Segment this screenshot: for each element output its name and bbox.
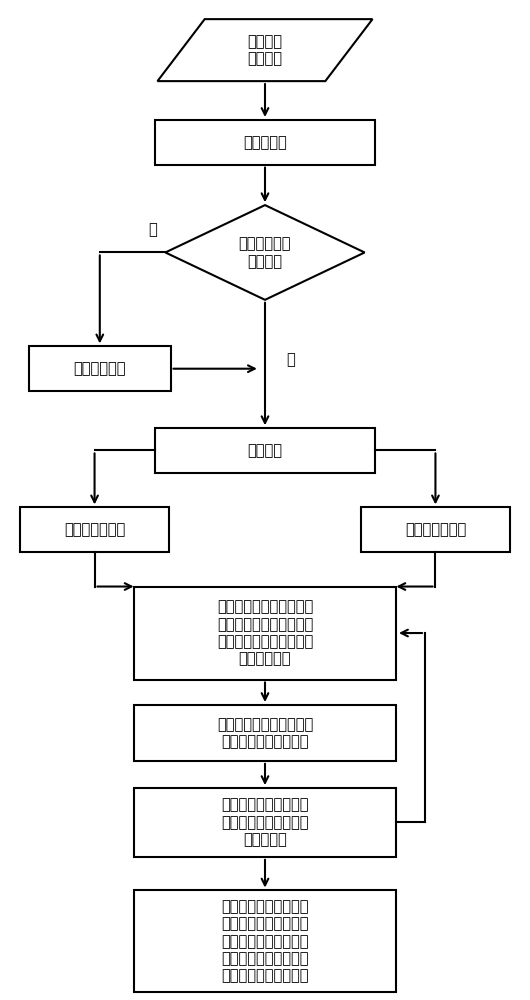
Bar [155, 120, 375, 165]
Text: 功率型储能分量: 功率型储能分量 [405, 522, 466, 537]
Bar [134, 890, 396, 992]
Polygon shape [165, 205, 365, 300]
Text: 能量型储能分量: 能量型储能分量 [64, 522, 125, 537]
Text: 使用标准校正: 使用标准校正 [74, 361, 126, 376]
Bar [29, 346, 171, 391]
Bar [134, 587, 396, 680]
Bar [20, 507, 169, 552]
Bar [361, 507, 510, 552]
Text: 小波变换: 小波变换 [248, 443, 282, 458]
Bar [155, 428, 375, 473]
Text: 统计不同置信水平和容
量下的平抑情况，确定
指标的情况: 统计不同置信水平和容 量下的平抑情况，确定 指标的情况 [221, 798, 309, 847]
Text: 滑动平均法: 滑动平均法 [243, 135, 287, 150]
Text: 对各个分量的动作情况做
积分得到各个分量容量: 对各个分量的动作情况做 积分得到各个分量容量 [217, 717, 313, 749]
Bar [134, 788, 396, 857]
Polygon shape [157, 19, 373, 81]
Text: 是: 是 [286, 352, 295, 367]
Bar [134, 705, 396, 761]
Text: 否: 否 [148, 222, 157, 237]
Text: 统计分析各个分量的分布
情况，选择一定置信水平
下的功率，根据控制策略
提取动作分量: 统计分析各个分量的分布 情况，选择一定置信水平 下的功率，根据控制策略 提取动作… [217, 599, 313, 667]
Text: 以经济最优为目标，指
标和储能性能为约束条
件，通过改进粒子群算
法，计算出一定指标下
最优混合储能配置方案: 以经济最优为目标，指 标和储能性能为约束条 件，通过改进粒子群算 法，计算出一定… [221, 899, 309, 984]
Text: 是否符合国家
并网标准: 是否符合国家 并网标准 [238, 236, 292, 269]
Text: 风电有功
功率数据: 风电有功 功率数据 [248, 34, 282, 66]
